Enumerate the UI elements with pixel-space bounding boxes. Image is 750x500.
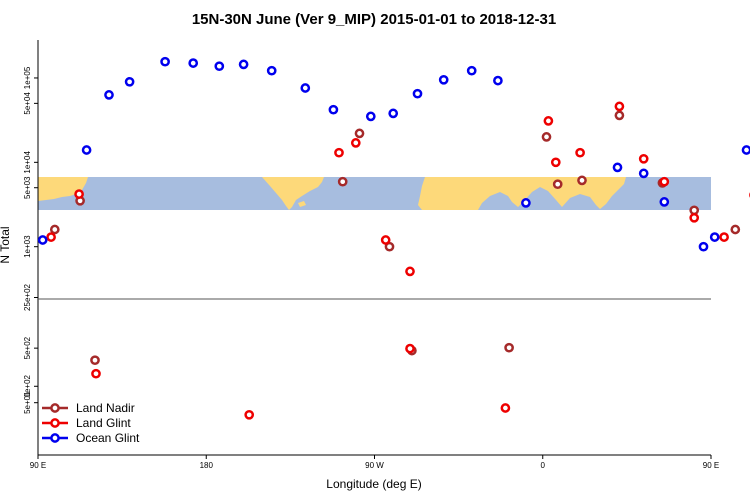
land-glint-point xyxy=(244,409,255,420)
y-tick-label: 5e+04 xyxy=(23,92,32,115)
land-nadir-point xyxy=(90,355,100,366)
ocean-glint-point xyxy=(124,76,135,87)
legend-marker-land-glint xyxy=(50,418,60,428)
land-nadir-point xyxy=(354,128,365,139)
land-glint-point xyxy=(575,147,585,158)
land-glint-point xyxy=(91,368,101,379)
land-glint-point xyxy=(405,343,415,354)
y-tick-label: 1e+03 xyxy=(23,235,32,258)
x-tick-label: 90 E xyxy=(703,461,719,470)
ocean-glint-point xyxy=(741,145,750,155)
y-tick-label: 1e+02 xyxy=(23,374,32,397)
ocean-glint-point xyxy=(698,241,709,252)
land-glint-point xyxy=(659,176,670,187)
y-tick-label: 25e+02 xyxy=(23,283,32,310)
y-tick-label: 1e+05 xyxy=(23,66,32,89)
x-axis-label: Longitude (deg E) xyxy=(326,477,421,491)
ocean-glint-point xyxy=(466,65,477,76)
map-land-old-world xyxy=(418,177,626,210)
land-nadir-point xyxy=(552,179,563,190)
legend-label-ocean-glint: Ocean Glint xyxy=(76,431,140,445)
land-nadir-point xyxy=(541,132,552,142)
x-tick-label: 90 E xyxy=(30,461,46,470)
land-glint-point xyxy=(405,266,415,277)
ocean-glint-point xyxy=(438,74,449,85)
ocean-glint-point xyxy=(104,90,114,100)
land-nadir-point xyxy=(689,205,700,216)
legend-marker-ocean-glint xyxy=(50,433,60,443)
ocean-glint-point xyxy=(709,232,720,242)
x-tick-label: 180 xyxy=(200,461,214,470)
legend-label-land-nadir: Land Nadir xyxy=(76,401,135,415)
ocean-glint-point xyxy=(388,108,399,119)
y-tick-label: 5e+02 xyxy=(23,336,32,359)
ocean-glint-point xyxy=(412,88,423,99)
land-nadir-point xyxy=(730,224,741,235)
map-land-asia-left xyxy=(38,177,88,201)
y-axis-label: N Total xyxy=(0,226,12,263)
ocean-glint-point xyxy=(81,145,92,155)
land-nadir-point xyxy=(614,110,625,121)
legend-label-land-glint: Land Glint xyxy=(76,416,131,430)
y-tick-label: 5e+01 xyxy=(23,391,32,414)
land-nadir-point xyxy=(337,176,348,187)
map-land-caribbean xyxy=(298,201,306,207)
ocean-glint-point xyxy=(659,197,670,207)
land-glint-point xyxy=(689,212,700,223)
ocean-glint-point xyxy=(493,75,503,86)
land-glint-point xyxy=(500,403,511,413)
land-nadir-point xyxy=(49,224,60,235)
ocean-glint-point xyxy=(300,83,311,93)
land-glint-point xyxy=(550,157,561,168)
land-glint-point xyxy=(380,235,391,245)
ocean-glint-point xyxy=(365,111,376,122)
ocean-glint-point xyxy=(328,104,339,115)
land-glint-point xyxy=(46,232,56,242)
ocean-glint-point xyxy=(160,56,170,67)
ocean-glint-point xyxy=(638,168,649,179)
land-nadir-point xyxy=(577,175,587,186)
land-glint-point xyxy=(719,232,729,242)
land-glint-point xyxy=(350,138,361,148)
ocean-glint-point xyxy=(188,58,199,68)
x-tick-label: 0 xyxy=(541,461,546,470)
land-glint-point xyxy=(614,101,625,112)
land-glint-point xyxy=(638,153,649,164)
y-tick-label: 1e+04 xyxy=(23,151,32,174)
map-land-americas xyxy=(262,177,324,210)
ocean-glint-point xyxy=(37,235,48,245)
x-tick-label: 90 W xyxy=(365,461,384,470)
ocean-glint-point xyxy=(612,162,623,173)
land-glint-point xyxy=(74,189,84,199)
land-glint-point xyxy=(543,116,554,126)
upper-y-axis-ticks: 25e+02 1e+03 5e+03 1e+04 5e+04 1e+05 xyxy=(23,66,38,311)
plot-frame xyxy=(37,40,711,456)
legend-marker-land-nadir xyxy=(50,403,60,413)
land-nadir-point xyxy=(504,342,514,353)
ocean-glint-point xyxy=(521,198,531,208)
y-tick-label: 5e+03 xyxy=(23,176,32,199)
land-glint-point xyxy=(334,147,344,158)
chart-title: 15N-30N June (Ver 9_MIP) 2015-01-01 to 2… xyxy=(192,11,556,28)
ocean-glint-point xyxy=(238,59,249,70)
land-nadir-point xyxy=(384,241,395,252)
data-points xyxy=(37,56,750,420)
legend: Land Nadir Land Glint Ocean Glint xyxy=(42,401,140,445)
ocean-glint-point xyxy=(214,61,225,72)
ocean-glint-point xyxy=(266,65,277,76)
world-map-band xyxy=(38,177,711,210)
